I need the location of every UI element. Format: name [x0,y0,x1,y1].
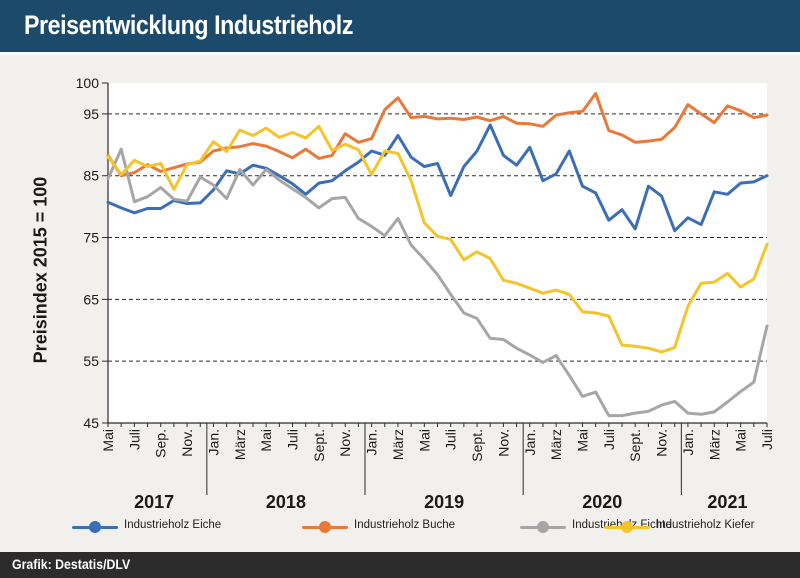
x-tick-label: Mai [416,429,432,452]
x-tick-label: Jan. [205,429,221,455]
year-label: 2017 [134,492,174,512]
y-tick-label: 100 [76,75,100,91]
x-tick-label: Jan. [522,429,538,455]
y-tick-label: 95 [83,106,99,122]
x-tick-label: Nov. [179,429,195,457]
x-tick-label: März [548,429,564,460]
x-tick-label: Juli [285,429,301,450]
y-tick-label: 65 [83,291,99,307]
y-tick-label: 85 [83,168,99,184]
x-tick-label: Jan. [680,429,696,455]
x-tick-label: Jan. [364,429,380,455]
footer-bar: Grafik: Destatis/DLV [0,552,800,578]
x-tick-label: Juli [601,429,617,450]
x-tick-label: Sept. [627,429,643,462]
source-credit: Grafik: Destatis/DLV [12,556,131,572]
header-divider [0,52,800,55]
series-line-1 [106,123,769,233]
series-line-3 [106,147,769,418]
legend-marker [302,520,348,534]
legend-marker [604,520,650,534]
x-tick-label: Mai [258,429,274,452]
x-tick-label: Sep. [153,429,169,458]
series-line-2 [106,92,769,178]
y-axis-label: Preisindex 2015 = 100 [30,176,51,364]
y-tick-label: 75 [83,230,99,246]
year-label: 2019 [424,492,464,512]
x-tick-label: März [232,429,248,460]
y-tick-label: 55 [83,353,99,369]
x-tick-label: Juli [759,429,775,450]
legend-marker [72,520,118,534]
x-tick-label: März [706,429,722,460]
x-tick-label: Juli [443,429,459,450]
line-chart: 45 55 65 75 85 95 100 Mai Juli Sep. Nov. Jan. März Ma… [76,75,775,512]
x-tick-label: Sept. [311,429,327,462]
x-tick-label: März [390,429,406,460]
year-label: 2018 [266,492,306,512]
x-tick-label: Nov. [654,429,670,457]
x-tick-label: Mai [733,429,749,452]
x-tick-label: Mai [100,429,116,452]
chart-title: Preisentwicklung Industrieholz [24,10,354,40]
year-label: 2021 [707,492,747,512]
x-tick-label: Nov. [337,429,353,457]
header-bar: Preisentwicklung Industrieholz [0,0,800,52]
legend-marker [520,520,566,534]
x-tick-label: Nov. [495,429,511,457]
legend-label: Industrieholz Kiefer [656,519,755,531]
x-tick-label: Mai [574,429,590,452]
x-tick-label: Juli [126,429,142,450]
legend-label: Industrieholz Buche [354,519,456,531]
legend-label: Industrieholz Eiche [124,519,222,531]
year-label: 2020 [582,492,622,512]
x-tick-label: Sept. [469,429,485,462]
series-line-4 [106,124,769,354]
y-tick-label: 45 [83,415,99,431]
